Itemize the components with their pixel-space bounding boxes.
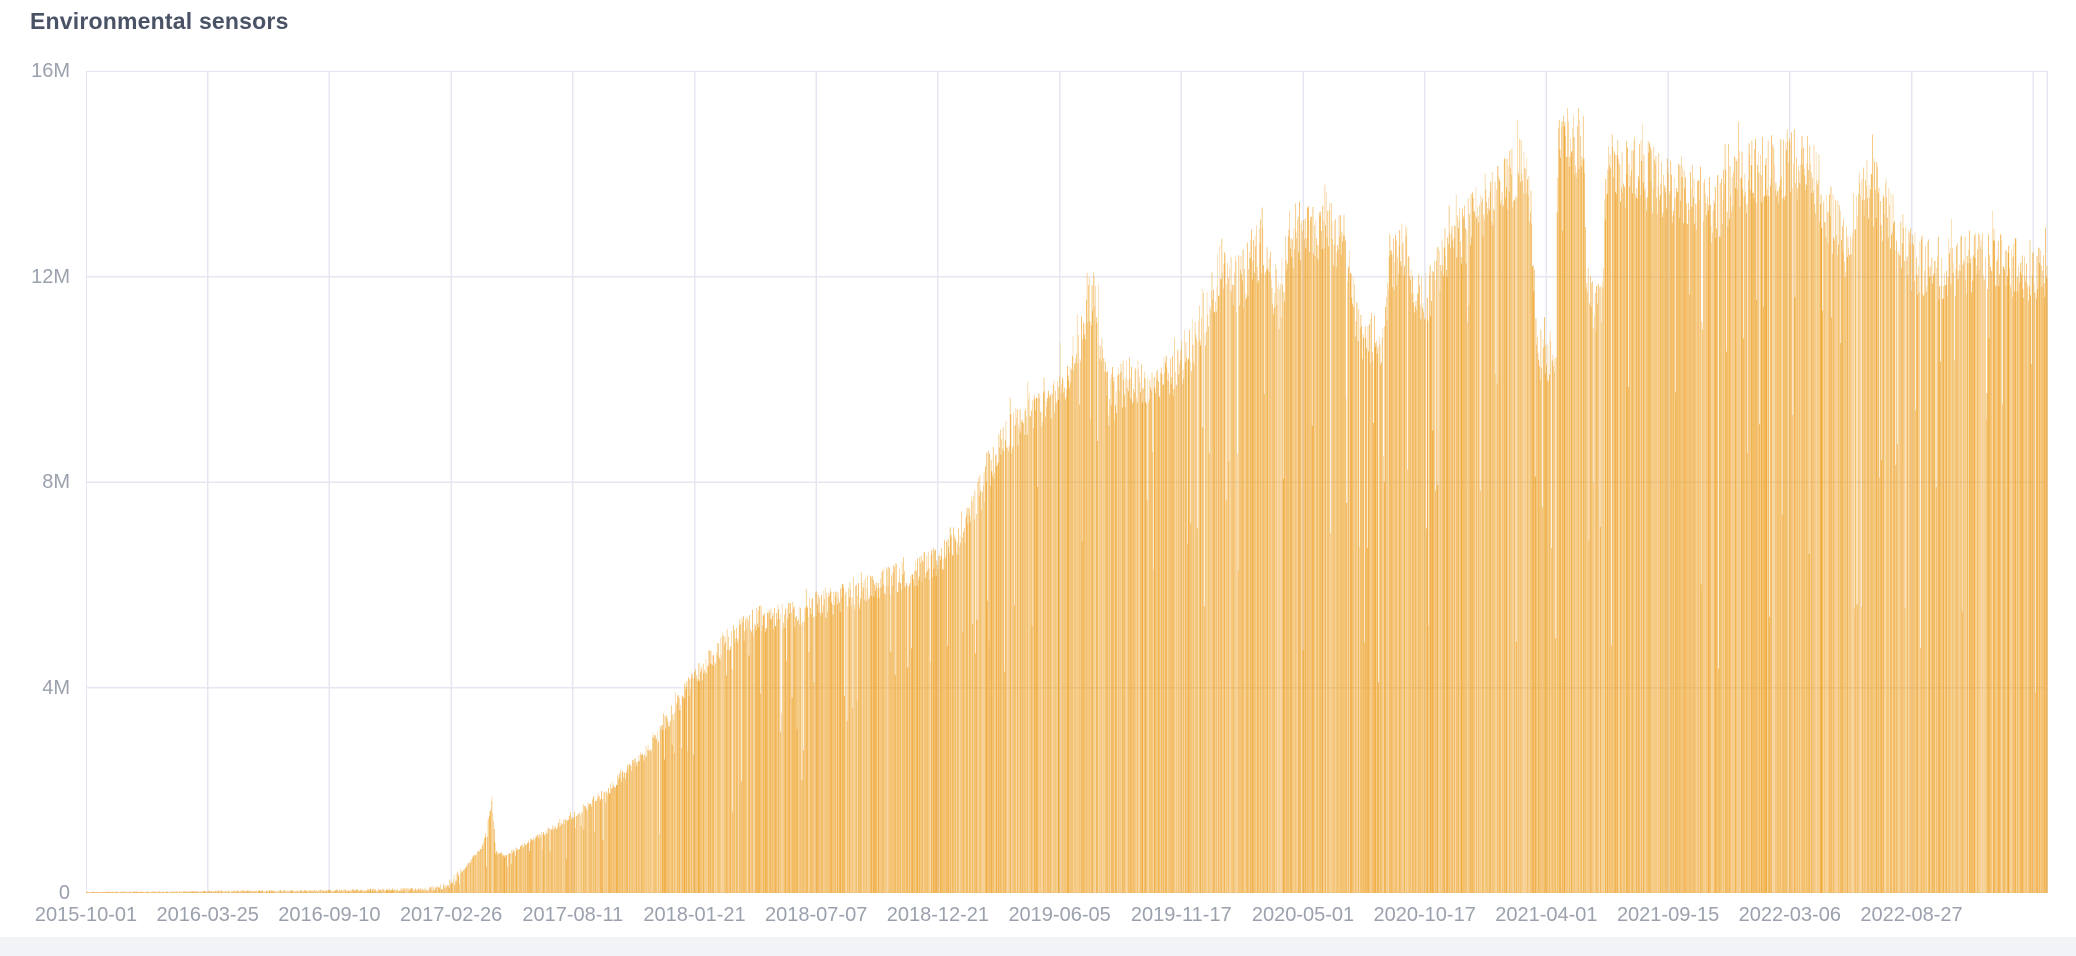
footer-strip xyxy=(0,937,2076,956)
x-tick-label: 2016-09-10 xyxy=(278,904,381,926)
x-tick-label: 2020-05-01 xyxy=(1251,904,1355,926)
x-tick-label: 2021-04-01 xyxy=(1495,904,1598,926)
x-tick-label: 2022-03-06 xyxy=(1738,904,1841,926)
bar-series xyxy=(86,108,2048,893)
x-tick-label: 2015-10-01 xyxy=(34,904,138,926)
x-tick-label: 2019-11-17 xyxy=(1130,904,1232,926)
y-tick-label: 8M xyxy=(42,471,70,493)
x-tick-label: 2017-02-26 xyxy=(399,904,503,926)
y-tick-label: 16M xyxy=(31,60,70,82)
x-tick-label: 2019-06-05 xyxy=(1008,904,1111,926)
x-tick-label: 2022-08-27 xyxy=(1860,904,1963,926)
y-tick-label: 12M xyxy=(31,265,70,288)
x-tick-label: 2018-07-07 xyxy=(765,904,868,926)
x-tick-label: 2021-09-15 xyxy=(1616,904,1720,926)
x-tick-label: 2016-03-25 xyxy=(156,904,259,926)
y-tick-label: 4M xyxy=(42,676,70,699)
x-tick-label: 2020-10-17 xyxy=(1373,904,1476,926)
x-tick-label: 2018-01-21 xyxy=(643,904,746,926)
x-tick-label: 2017-08-11 xyxy=(522,904,624,926)
chart-title: Environmental sensors xyxy=(30,8,289,34)
x-tick-label: 2018-12-21 xyxy=(886,904,990,926)
y-tick-label: 0 xyxy=(58,882,70,904)
chart-plot-area[interactable] xyxy=(86,71,2048,893)
chart-canvas[interactable] xyxy=(86,71,2048,893)
